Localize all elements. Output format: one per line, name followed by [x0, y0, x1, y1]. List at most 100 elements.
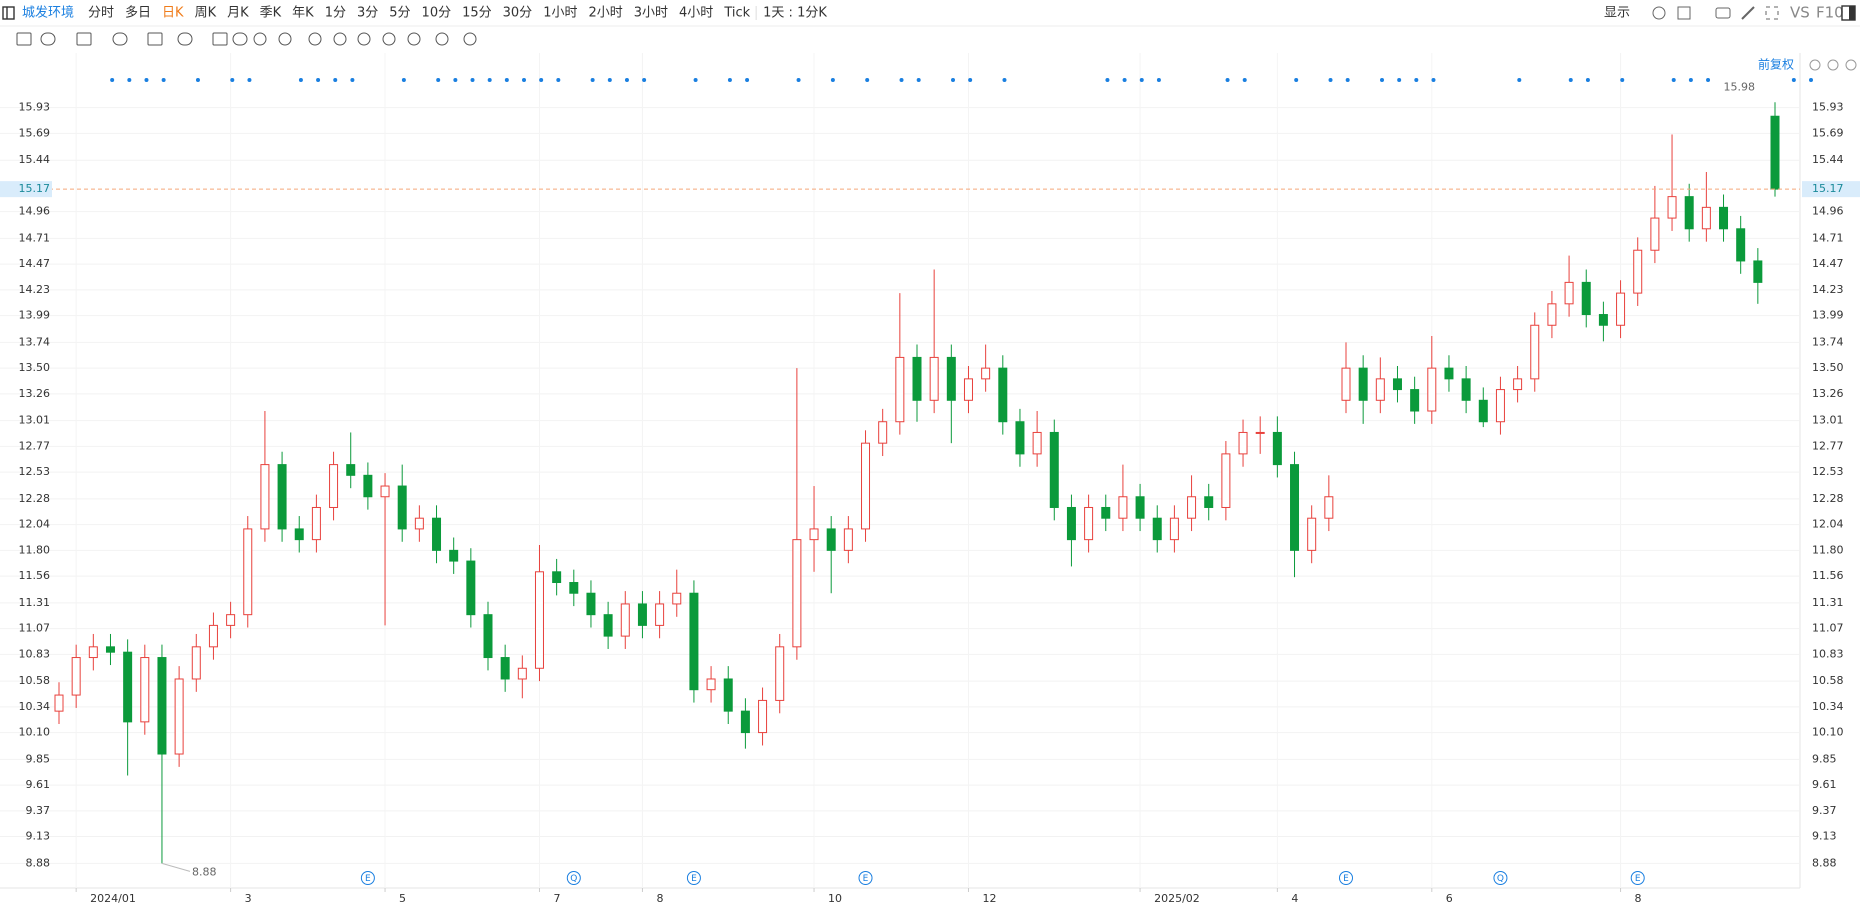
- plot: 8.88 8.88 9.13 9.13 9.37 9.37 9.61 9.61 9.85 9.85…: [0, 53, 1860, 905]
- tool-icon[interactable]: [232, 32, 248, 46]
- event-dot: [916, 78, 921, 82]
- y-tick-label: 10.58: [19, 674, 51, 687]
- period-tab[interactable]: Tick: [723, 6, 750, 21]
- event-marker-label: E: [863, 874, 869, 884]
- y-tick-label: 11.07: [19, 622, 51, 635]
- candle-body: [397, 485, 407, 530]
- tool-icon[interactable]: [253, 32, 267, 46]
- period-tab[interactable]: 周K: [195, 6, 217, 21]
- event-marker[interactable]: [566, 871, 581, 885]
- tool-icon[interactable]: [278, 32, 292, 46]
- candle-body: [1684, 196, 1694, 230]
- event-dot: [522, 78, 526, 82]
- tool-icon[interactable]: [212, 32, 228, 46]
- tool-icon[interactable]: [407, 32, 421, 46]
- period-tab[interactable]: 3分: [357, 6, 378, 21]
- candle-body: [54, 694, 64, 712]
- period-tab[interactable]: 1分: [325, 6, 346, 21]
- period-tab[interactable]: 月K: [227, 6, 249, 21]
- period-tab[interactable]: 4小时: [679, 6, 713, 21]
- y-tick-label: 10.10: [19, 726, 51, 739]
- layout-icon[interactable]: [1677, 6, 1691, 20]
- period-tab[interactable]: 多日: [125, 5, 151, 21]
- adjust-mode[interactable]: 前复权: [1758, 57, 1794, 72]
- pen-icon[interactable]: [1741, 6, 1755, 20]
- candle-body: [311, 506, 321, 541]
- period-tab[interactable]: 2小时: [588, 6, 622, 21]
- candle-body: [1272, 431, 1282, 466]
- event-dot: [968, 78, 973, 82]
- event-dot: [1380, 78, 1384, 82]
- event-dot: [1585, 78, 1590, 82]
- camera-icon[interactable]: [1715, 7, 1731, 19]
- candle-body: [1066, 506, 1076, 541]
- tool-icon[interactable]: [76, 32, 92, 46]
- compare-button[interactable]: VS: [1790, 4, 1810, 22]
- tool-icon[interactable]: [177, 32, 193, 46]
- tool-icon[interactable]: [333, 32, 347, 46]
- sidebar-icon[interactable]: [2, 6, 15, 20]
- event-marker[interactable]: [1339, 871, 1353, 885]
- event-marker[interactable]: [360, 871, 375, 885]
- tool-icon[interactable]: [463, 32, 477, 46]
- tool-icon[interactable]: [112, 32, 128, 46]
- symbol[interactable]: 城发环境: [22, 5, 74, 21]
- event-dot: [1328, 78, 1333, 82]
- zoom-out-icon[interactable]: [1827, 59, 1839, 71]
- tool-icon[interactable]: [16, 32, 32, 46]
- tool-icon[interactable]: [40, 32, 56, 46]
- candle-body: [363, 474, 373, 498]
- settings-icon[interactable]: [1652, 6, 1666, 20]
- y-tick-label-right: 9.37: [1812, 804, 1837, 817]
- candle-body: [208, 624, 218, 648]
- y-tick-label-right: 15.44: [1812, 153, 1844, 166]
- fullscreen-icon[interactable]: [1765, 6, 1779, 20]
- y-tick-label-right: 10.10: [1812, 726, 1844, 739]
- current-price-label: 15.17: [19, 182, 51, 195]
- candle-body: [1616, 292, 1626, 326]
- candle-body: [1324, 496, 1334, 519]
- event-dot: [1706, 78, 1711, 82]
- event-dot: [487, 78, 492, 82]
- candle-body: [123, 651, 133, 723]
- tool-icon[interactable]: [308, 32, 322, 46]
- y-tick-label-right: 9.13: [1812, 830, 1837, 843]
- display-menu[interactable]: 显示: [1604, 6, 1630, 21]
- candle-body: [1084, 506, 1094, 541]
- period-tab[interactable]: 年K: [292, 6, 314, 21]
- candle-body: [929, 356, 939, 401]
- event-dot: [1791, 78, 1796, 82]
- period-tab[interactable]: 1小时: [543, 6, 577, 21]
- reset-icon[interactable]: [1809, 59, 1821, 71]
- event-dot: [1156, 78, 1161, 82]
- candle-body: [1719, 206, 1729, 230]
- zoom-in-icon[interactable]: [1845, 59, 1857, 71]
- period-tab[interactable]: 分时: [88, 6, 114, 21]
- tool-icon[interactable]: [147, 32, 163, 46]
- candle-body: [792, 539, 802, 648]
- period-tab[interactable]: 15分: [462, 6, 492, 21]
- y-tick-label: 13.26: [19, 387, 51, 400]
- period-tab[interactable]: 10分: [422, 6, 452, 21]
- f10-button[interactable]: F10: [1816, 4, 1844, 22]
- tool-icon[interactable]: [435, 32, 449, 46]
- candle-body: [191, 646, 201, 680]
- period-tab[interactable]: 5分: [389, 6, 410, 21]
- event-marker[interactable]: [858, 871, 873, 885]
- tool-icon[interactable]: [357, 32, 371, 46]
- event-marker[interactable]: [686, 871, 701, 885]
- event-marker[interactable]: [1630, 871, 1645, 885]
- range-selector[interactable]: 1天 : 1分K: [763, 6, 827, 21]
- x-tick-label: 2024/01: [90, 892, 136, 905]
- period-tab[interactable]: 30分: [503, 6, 533, 21]
- event-marker[interactable]: [1493, 871, 1508, 885]
- period-tab[interactable]: 季K: [260, 6, 282, 21]
- event-dot: [230, 78, 235, 82]
- period-tab[interactable]: 3小时: [634, 6, 668, 21]
- candle-body: [483, 614, 493, 659]
- period-tab[interactable]: 日K: [162, 6, 184, 21]
- event-dot: [745, 78, 750, 82]
- tool-icon[interactable]: [382, 32, 396, 46]
- y-tick-label-right: 8.88: [1812, 856, 1837, 869]
- candle-body: [998, 367, 1008, 423]
